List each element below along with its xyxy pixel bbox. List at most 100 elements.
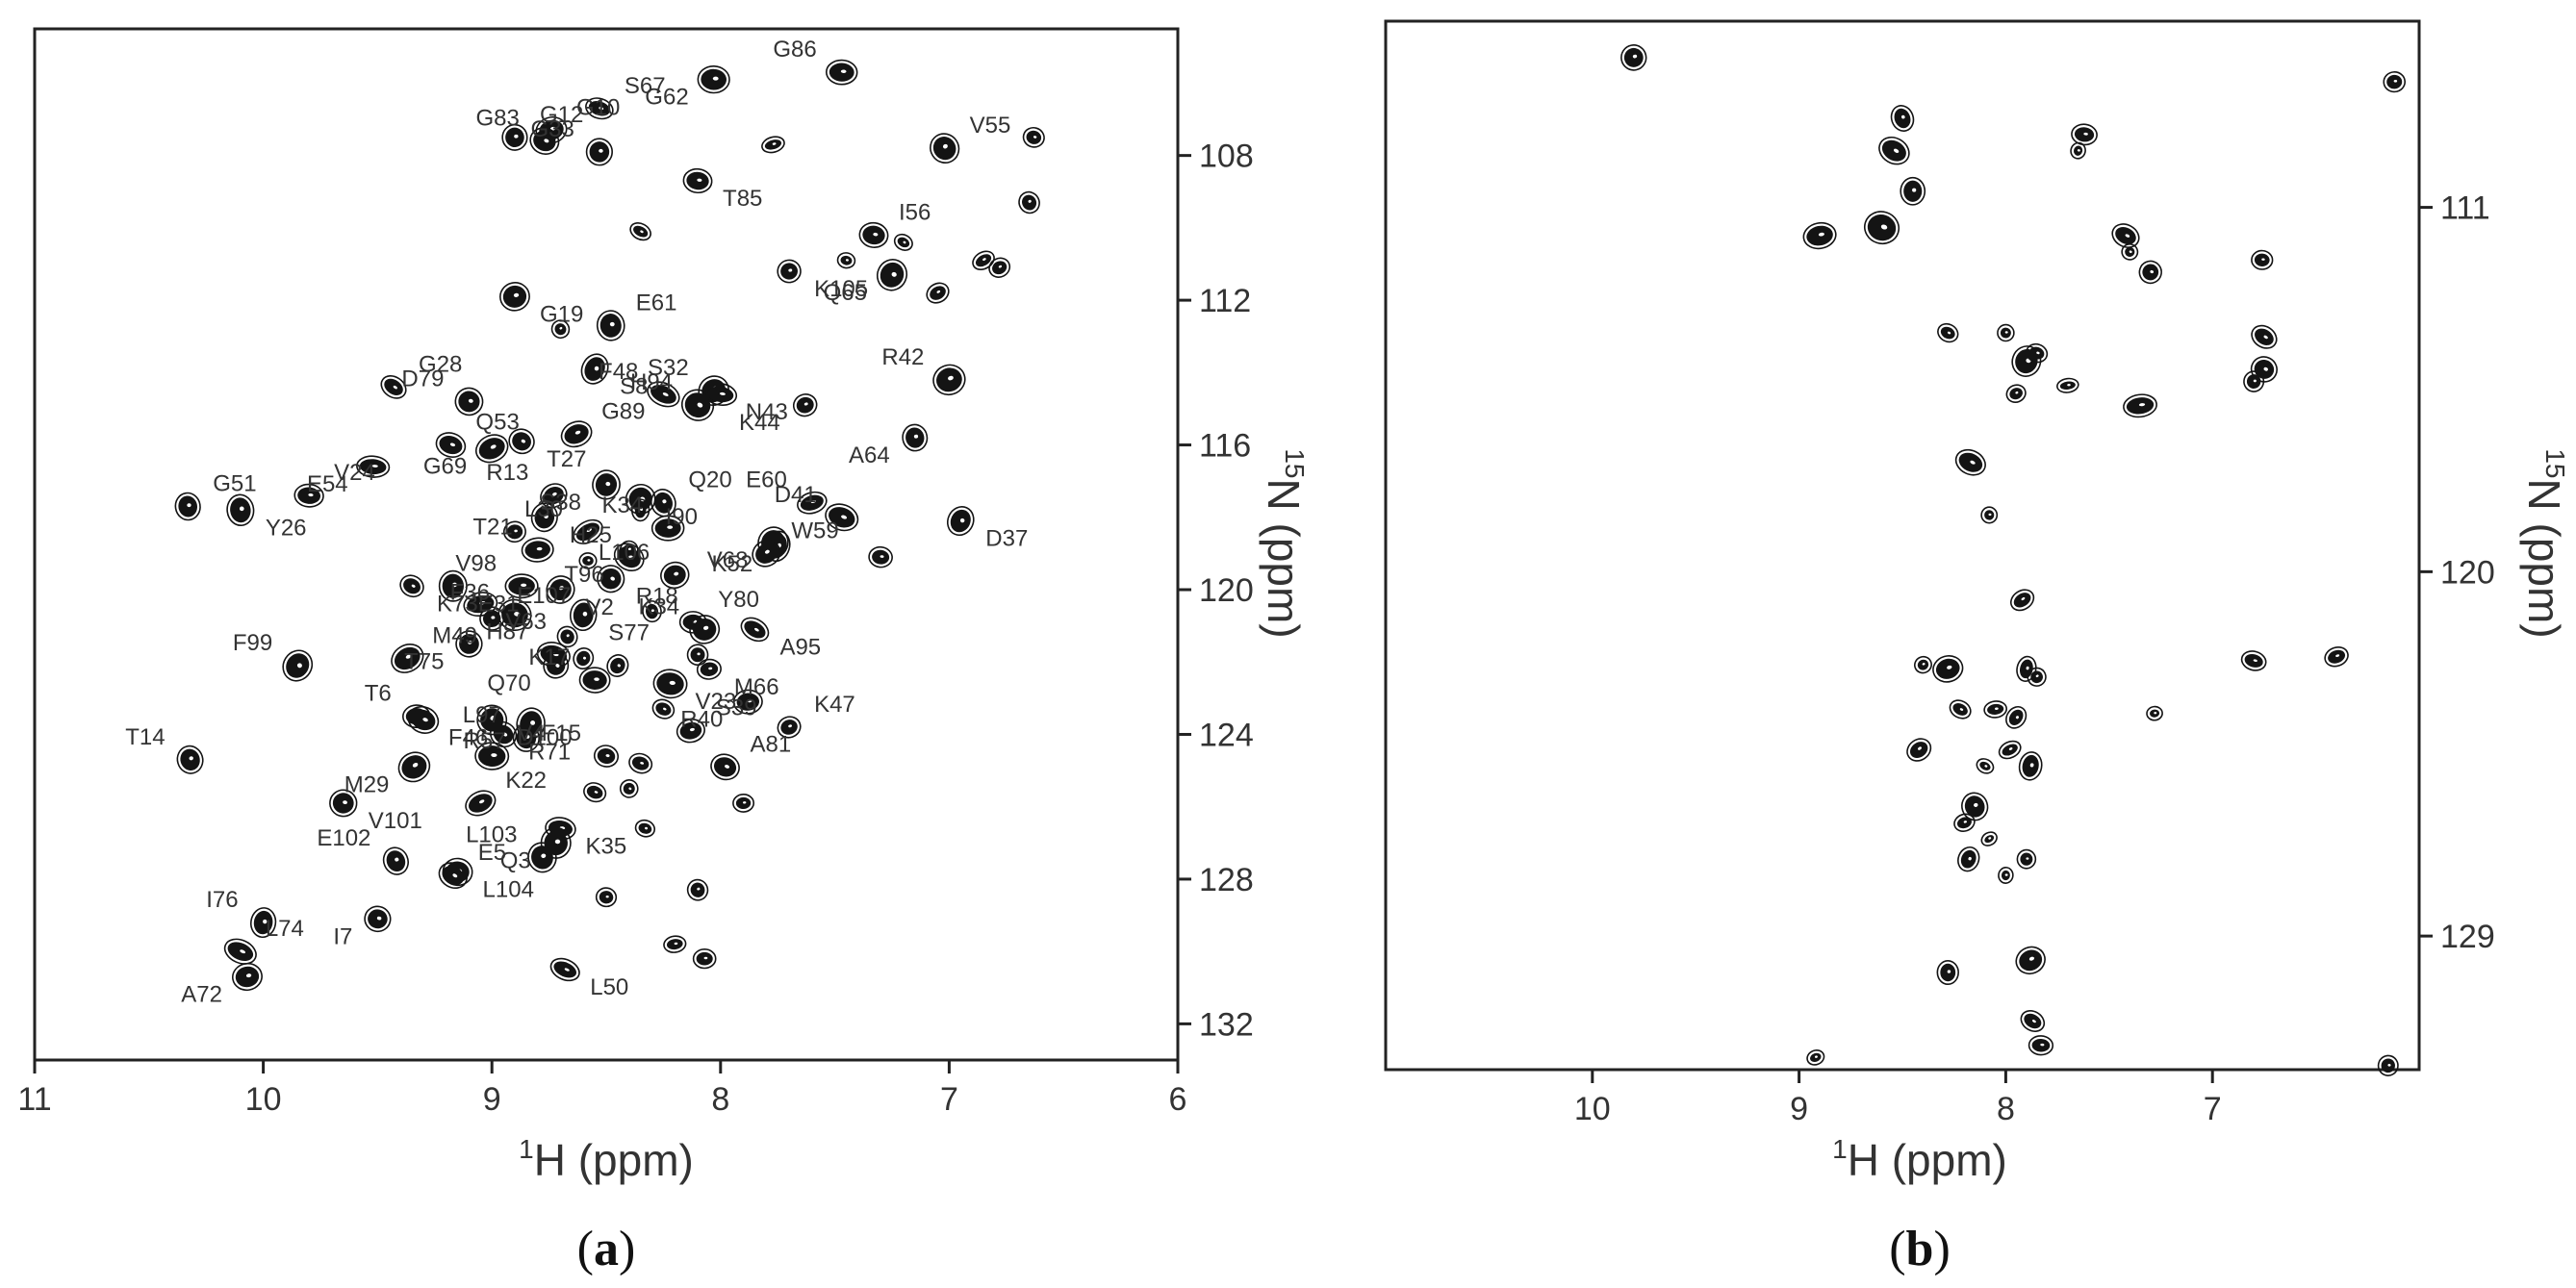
peak-contour bbox=[1937, 322, 1959, 343]
peak-contour bbox=[438, 862, 468, 890]
peak-contour bbox=[356, 455, 391, 478]
peak-label: Q65 bbox=[824, 280, 867, 306]
peak-contour bbox=[2016, 848, 2037, 870]
peak-contour bbox=[710, 753, 740, 781]
peak-contour bbox=[435, 432, 467, 458]
peak-label: F48 bbox=[599, 359, 638, 385]
peak-label: M49 bbox=[432, 622, 477, 648]
peak-contour bbox=[740, 617, 770, 643]
peak-contour bbox=[1932, 655, 1964, 683]
panel-b-caption: (b) bbox=[1889, 1222, 1951, 1276]
peak-contour bbox=[474, 742, 510, 770]
peak-contour bbox=[650, 515, 685, 542]
peak-contour bbox=[1980, 506, 1999, 524]
peak-contour bbox=[540, 483, 568, 509]
peak-label: V98 bbox=[455, 550, 497, 576]
peak-label: M66 bbox=[734, 674, 779, 700]
peak-contour bbox=[597, 565, 625, 593]
peak-contour bbox=[593, 745, 620, 768]
peak-contour bbox=[893, 233, 913, 251]
peak-contour bbox=[2028, 1035, 2054, 1056]
peak-contour bbox=[438, 569, 468, 602]
panel-b-peaks bbox=[1620, 44, 2407, 1076]
peak-contour bbox=[2240, 650, 2267, 671]
peak-label: D37 bbox=[985, 526, 1028, 552]
peak-label: H94 bbox=[630, 369, 673, 395]
peak-contour bbox=[1620, 44, 1647, 71]
peak-label: A72 bbox=[181, 981, 222, 1007]
peak-contour bbox=[501, 123, 528, 151]
peak-contour bbox=[1961, 792, 1989, 821]
peak-label: K35 bbox=[585, 833, 626, 859]
peak-contour bbox=[1998, 740, 2022, 760]
peak-contour bbox=[364, 905, 392, 933]
peak-contour bbox=[556, 625, 578, 648]
peak-contour bbox=[1900, 176, 1926, 206]
peak-label: L104 bbox=[483, 876, 534, 902]
peak-contour bbox=[2070, 141, 2086, 160]
peak-label: Q53 bbox=[475, 410, 519, 436]
panel-b-plot-frame bbox=[1384, 19, 2421, 1072]
peak-contour bbox=[546, 575, 575, 604]
y-tick-label: 129 bbox=[2440, 919, 2495, 955]
peak-contour bbox=[1983, 700, 2008, 719]
peak-contour bbox=[489, 720, 518, 748]
peak-label: K73 bbox=[437, 591, 478, 617]
peak-contour bbox=[1018, 190, 1040, 215]
peak-label: F46 bbox=[448, 724, 488, 750]
peak-contour bbox=[686, 644, 709, 667]
peak-contour bbox=[508, 428, 535, 455]
peak-contour bbox=[2324, 645, 2349, 668]
peak-contour bbox=[777, 716, 802, 739]
peak-contour bbox=[1980, 831, 1998, 846]
peak-contour bbox=[1806, 1048, 1825, 1066]
peak-contour bbox=[647, 381, 680, 408]
peak-label: V55 bbox=[970, 113, 1011, 139]
peak-label: K47 bbox=[814, 692, 855, 718]
peak-contour bbox=[972, 250, 995, 270]
peak-contour bbox=[382, 846, 409, 875]
peak-label: G19 bbox=[540, 301, 583, 327]
peak-label: E102 bbox=[317, 825, 370, 851]
peak-label: Y26 bbox=[266, 515, 307, 541]
peak-label: F15 bbox=[542, 720, 581, 746]
peak-label: W59 bbox=[791, 518, 838, 543]
y-tick-label: 116 bbox=[1199, 428, 1251, 465]
peak-label: V63 bbox=[505, 609, 547, 635]
peak-contour bbox=[585, 97, 614, 120]
peak-label: K44 bbox=[739, 410, 780, 436]
peak-label: R18 bbox=[636, 584, 678, 610]
peak-contour bbox=[2026, 342, 2049, 364]
peak-contour bbox=[930, 133, 960, 164]
peak-label: E5 bbox=[478, 840, 506, 866]
x-tick-label: 9 bbox=[483, 1081, 501, 1118]
peak-label: V4 bbox=[517, 720, 545, 746]
peak-contour bbox=[174, 492, 201, 521]
peak-contour bbox=[249, 907, 277, 939]
peak-label: K22 bbox=[505, 768, 547, 794]
y-tick-label: 120 bbox=[1199, 572, 1254, 609]
peak-contour bbox=[293, 483, 324, 508]
y-tick-label: 128 bbox=[1199, 862, 1254, 898]
x-tick-label: 8 bbox=[711, 1081, 729, 1118]
y-tick-label: 108 bbox=[1199, 139, 1254, 175]
peak-contour bbox=[455, 630, 483, 658]
peak-contour bbox=[569, 598, 598, 632]
peak-contour bbox=[549, 957, 580, 982]
peak-contour bbox=[232, 962, 263, 992]
peak-contour bbox=[1954, 448, 1986, 476]
peak-label: E31 bbox=[478, 591, 520, 617]
x-tick-label: 7 bbox=[2204, 1091, 2222, 1127]
peak-contour bbox=[1998, 867, 2014, 884]
peak-label: L97 bbox=[463, 702, 501, 728]
peak-contour bbox=[329, 789, 358, 818]
peak-contour bbox=[2016, 655, 2037, 682]
peak-label: L50 bbox=[590, 974, 628, 1000]
peak-contour bbox=[1914, 655, 1932, 674]
peak-label: K52 bbox=[711, 551, 752, 577]
peak-label: V68 bbox=[707, 547, 749, 573]
peak-label: L103 bbox=[466, 821, 517, 847]
peak-label: F36 bbox=[450, 579, 490, 605]
